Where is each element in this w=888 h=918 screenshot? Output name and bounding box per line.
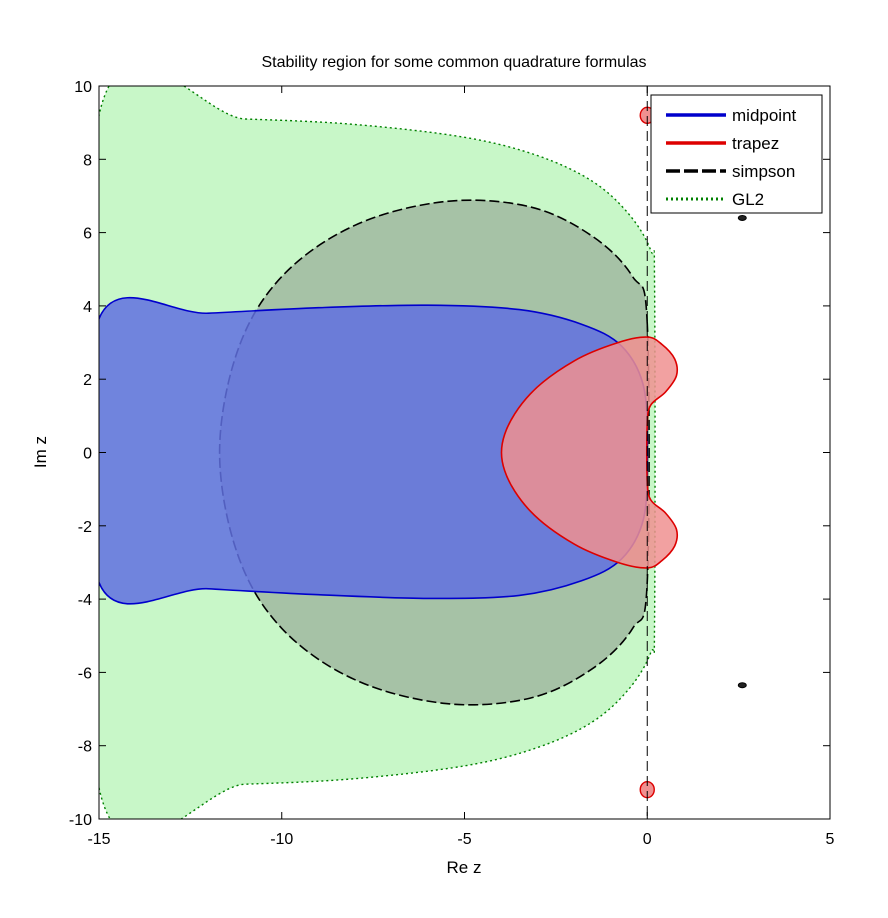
- y-tick-label: -10: [69, 812, 92, 829]
- legend: midpoint trapez simpson GL2: [650, 94, 823, 214]
- y-axis-label: Im z: [31, 436, 50, 468]
- y-tick-label: 2: [83, 372, 92, 389]
- simpson-island-3: [737, 682, 747, 689]
- x-axis-ticks: -15 -10 -5 0 5: [87, 86, 835, 848]
- y-tick-label: -8: [78, 739, 92, 756]
- y-tick-label: -2: [78, 519, 92, 536]
- legend-label-trapez: trapez: [732, 134, 779, 153]
- y-tick-label: 10: [74, 79, 92, 96]
- region-trapez: [500, 336, 679, 569]
- x-tick-label: -15: [87, 831, 110, 848]
- y-tick-label: 4: [83, 299, 92, 316]
- legend-label-midpoint: midpoint: [732, 106, 797, 125]
- simpson-island-2: [737, 214, 747, 221]
- y-tick-label: -6: [78, 665, 92, 682]
- region-fills: [99, 86, 679, 819]
- x-tick-label: -5: [457, 831, 471, 848]
- y-tick-label: 8: [83, 152, 92, 169]
- y-axis-ticks: -10 -8 -6 -4 -2 0 2 4 6 8 10: [69, 79, 830, 829]
- legend-label-GL2: GL2: [732, 190, 764, 209]
- y-tick-label: 0: [83, 446, 92, 463]
- x-tick-label: 0: [643, 831, 652, 848]
- legend-label-simpson: simpson: [732, 162, 795, 181]
- x-tick-label: 5: [826, 831, 835, 848]
- x-tick-label: -10: [270, 831, 293, 848]
- x-axis-label: Re z: [447, 858, 482, 877]
- chart-title: Stability region for some common quadrat…: [261, 54, 646, 71]
- y-tick-label: -4: [78, 592, 92, 609]
- y-tick-label: 6: [83, 226, 92, 243]
